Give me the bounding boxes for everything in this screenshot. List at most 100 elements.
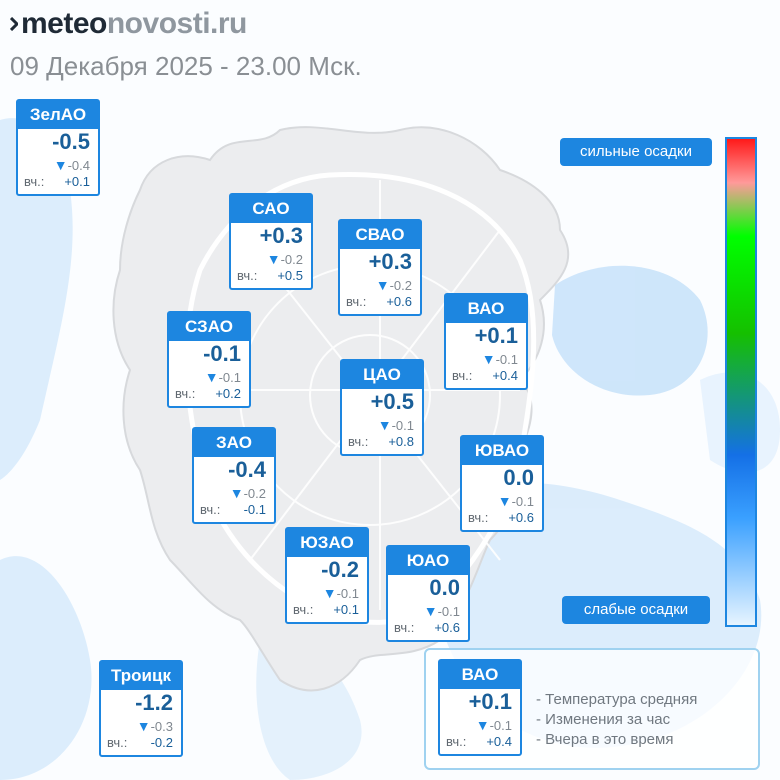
yesterday-label: вч.:: [452, 368, 473, 383]
hourly-change: ▼-0.2: [376, 278, 412, 293]
down-arrow-icon: ▼: [497, 493, 512, 509]
district-card-yuzao: ЮЗАО -0.2 ▼-0.1 вч.: +0.1: [285, 527, 369, 624]
yesterday-row: вч.: +0.5: [237, 268, 303, 284]
temperature-value: -0.1: [203, 341, 241, 366]
temperature-value: +0.3: [259, 223, 303, 248]
temperature-value: +0.5: [370, 389, 414, 414]
hourly-change-value: -0.1: [495, 352, 518, 367]
logo-text-secondary: novosti.ru: [106, 7, 248, 40]
yesterday-value: +0.1: [333, 602, 359, 617]
hourly-change: ▼-0.1: [476, 718, 512, 733]
temperature-value: -1.2: [135, 690, 173, 715]
yesterday-value: +0.1: [64, 174, 90, 189]
logo-text-primary: meteo: [21, 7, 107, 40]
hourly-change: ▼-0.1: [498, 494, 534, 509]
yesterday-label: вч.:: [200, 502, 221, 517]
legend-line-yesterday: - Вчера в это время: [536, 731, 674, 748]
hourly-change: ▼-0.1: [323, 586, 359, 601]
hourly-change-value: -0.4: [67, 158, 90, 173]
site-logo[interactable]: meteonovosti.ru: [10, 6, 247, 42]
hourly-change: ▼-0.2: [267, 252, 303, 267]
yesterday-row: вч.: -0.1: [200, 502, 266, 518]
district-card-troitsk: Троицк -1.2 ▼-0.3 вч.: -0.2: [99, 660, 183, 757]
down-arrow-icon: ▼: [375, 277, 390, 293]
yesterday-row: вч.: +0.6: [468, 510, 534, 526]
down-arrow-icon: ▼: [204, 369, 219, 385]
legend-example-card: ВАО +0.1 ▼-0.1 вч.: +0.4: [438, 659, 522, 756]
legend-descriptions: - Температура средняя - Изменения за час…: [536, 690, 697, 750]
district-card-zelao: ЗелАО -0.5 ▼-0.4 вч.: +0.1: [16, 99, 100, 196]
hourly-change-value: -0.2: [243, 486, 266, 501]
yesterday-value: +0.4: [492, 368, 518, 383]
legend-line-avg-temp: - Температура средняя: [536, 691, 698, 708]
district-card-sao: САО +0.3 ▼-0.2 вч.: +0.5: [229, 193, 313, 290]
hourly-change: ▼-0.2: [230, 486, 266, 501]
district-card-yuvao: ЮВАО 0.0 ▼-0.1 вч.: +0.6: [460, 435, 544, 532]
yesterday-value: +0.4: [486, 734, 512, 749]
yesterday-row: вч.: +0.8: [348, 434, 414, 450]
yesterday-label: вч.:: [293, 602, 314, 617]
hourly-change-value: -0.1: [437, 604, 460, 619]
yesterday-label: вч.:: [175, 386, 196, 401]
logo-mark-icon: [10, 17, 18, 31]
district-name: САО: [231, 195, 311, 223]
yesterday-row: вч.: +0.1: [24, 174, 90, 190]
district-card-zao: ЗАО -0.4 ▼-0.2 вч.: -0.1: [192, 427, 276, 524]
yesterday-value: -0.1: [243, 502, 266, 517]
district-name: Троицк: [101, 662, 181, 690]
district-card-cao: ЦАО +0.5 ▼-0.1 вч.: +0.8: [340, 359, 424, 456]
hourly-change-value: -0.1: [218, 370, 241, 385]
district-name: СЗАО: [169, 313, 249, 341]
yesterday-row: вч.: +0.1: [293, 602, 359, 618]
down-arrow-icon: ▼: [423, 603, 438, 619]
hourly-change-value: -0.1: [489, 718, 512, 733]
temperature-value: -0.4: [228, 457, 266, 482]
district-name: ЦАО: [342, 361, 422, 389]
yesterday-label: вч.:: [237, 268, 258, 283]
yesterday-value: +0.6: [386, 294, 412, 309]
district-card-vao: ВАО +0.1 ▼-0.1 вч.: +0.4: [444, 293, 528, 390]
temperature-value: 0.0: [503, 465, 534, 490]
hourly-change: ▼-0.1: [482, 352, 518, 367]
down-arrow-icon: ▼: [377, 417, 392, 433]
yesterday-value: +0.2: [215, 386, 241, 401]
down-arrow-icon: ▼: [481, 351, 496, 367]
hourly-change: ▼-0.3: [137, 719, 173, 734]
mkad-ring: [184, 171, 537, 625]
hourly-change-value: -0.3: [150, 719, 173, 734]
hourly-change-value: -0.2: [389, 278, 412, 293]
forecast-datetime: 09 Декабря 2025 - 23.00 Мск.: [10, 51, 362, 81]
hourly-change-value: -0.2: [280, 252, 303, 267]
yesterday-label: вч.:: [468, 510, 489, 525]
yesterday-label: вч.:: [348, 434, 369, 449]
yesterday-value: +0.8: [388, 434, 414, 449]
district-name: СВАО: [340, 221, 420, 249]
hourly-change: ▼-0.1: [378, 418, 414, 433]
district-name: ЗелАО: [18, 101, 98, 129]
hourly-change: ▼-0.1: [205, 370, 241, 385]
district-card-szao: СЗАО -0.1 ▼-0.1 вч.: +0.2: [167, 311, 251, 408]
temperature-value: 0.0: [429, 575, 460, 600]
district-name: ВАО: [446, 295, 526, 323]
district-name: ЮАО: [388, 547, 468, 575]
yesterday-label: вч.:: [107, 735, 128, 750]
hourly-change: ▼-0.4: [54, 158, 90, 173]
down-arrow-icon: ▼: [322, 585, 337, 601]
down-arrow-icon: ▼: [136, 718, 151, 734]
temperature-value: +0.3: [368, 249, 412, 274]
temperature-value: +0.1: [468, 689, 512, 714]
down-arrow-icon: ▼: [53, 157, 68, 173]
yesterday-row: вч.: +0.6: [394, 620, 460, 636]
yesterday-value: -0.2: [150, 735, 173, 750]
district-name: ЮВАО: [462, 437, 542, 465]
temperature-value: +0.1: [474, 323, 518, 348]
legend-line-hourly-change: - Изменения за час: [536, 711, 671, 728]
temperature-value: -0.2: [321, 557, 359, 582]
yesterday-label: вч.:: [394, 620, 415, 635]
precipitation-scale-bar: [725, 137, 757, 627]
yesterday-row: вч.: +0.4: [446, 734, 512, 750]
yesterday-row: вч.: +0.2: [175, 386, 241, 402]
yesterday-label: вч.:: [24, 174, 45, 189]
yesterday-row: вч.: -0.2: [107, 735, 173, 751]
temperature-value: -0.5: [52, 129, 90, 154]
